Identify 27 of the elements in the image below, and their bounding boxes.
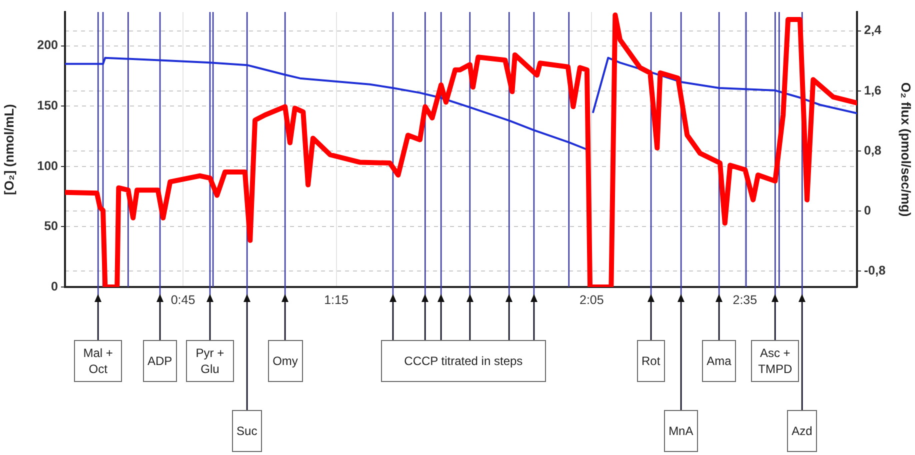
y-axis-title: [O₂] (nmol/mL) — [1, 104, 16, 195]
x-tick-label: 2:35 — [732, 292, 758, 307]
y-tick-label: 0 — [51, 279, 58, 294]
label-box: Ama — [702, 340, 736, 382]
label-box: Suc — [232, 410, 262, 452]
label-box: MnA — [664, 410, 698, 452]
y2-axis-title: O₂ flux (pmol/sec/mg) — [898, 82, 914, 217]
y-tick-label: 150 — [37, 98, 58, 113]
x-tick-label: 0:45 — [170, 292, 196, 307]
label-box: Azd — [786, 410, 818, 452]
y2-tick-label: -0,8 — [864, 264, 886, 278]
y-tick-label: 100 — [37, 158, 58, 173]
y2-tick-label: 0,8 — [864, 143, 882, 158]
y-tick-label: 50 — [44, 219, 58, 234]
label-box: Rot — [636, 340, 666, 382]
x-tick-label: 2:05 — [579, 292, 604, 307]
label-box: CCCP titrated in steps — [380, 340, 546, 382]
label-box: ADP — [142, 340, 178, 382]
label-box: Pyr + Glu — [186, 340, 234, 382]
label-box: Mal + Oct — [74, 340, 122, 382]
y-tick-label: 200 — [37, 38, 58, 52]
label-box: Omy — [268, 340, 303, 382]
y2-tick-label: 0 — [864, 204, 871, 218]
x-tick-label: 1:15 — [324, 292, 348, 307]
label-box: Asc + TMPD — [751, 340, 800, 382]
y2-tick-label: 1,6 — [864, 83, 882, 98]
y2-tick-label: 2,4 — [864, 23, 882, 38]
